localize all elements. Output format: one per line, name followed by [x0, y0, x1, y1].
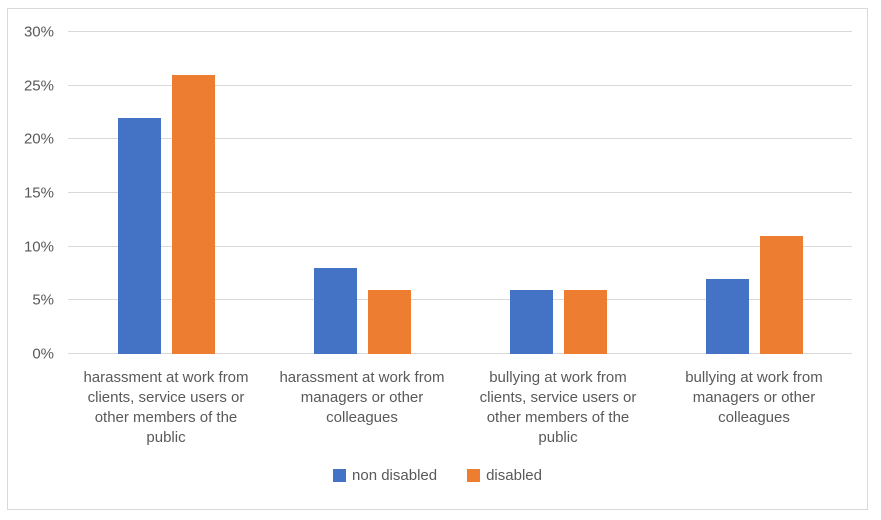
legend-swatch-non-disabled: [333, 469, 347, 482]
bar-non-disabled: [509, 289, 553, 354]
legend-swatch-disabled: [467, 469, 481, 482]
bar-non-disabled: [705, 278, 749, 354]
gridline: [68, 299, 852, 301]
legend-label: non disabled: [352, 467, 438, 484]
gridline: [68, 138, 852, 140]
y-axis-tick-label: 15%: [23, 184, 54, 202]
legend: non disabled disabled: [8, 467, 867, 484]
x-axis-category-label: harassment at work from managers or othe…: [279, 369, 445, 426]
bar-non-disabled: [117, 117, 161, 354]
y-axis-tick-label: 0%: [32, 345, 54, 363]
legend-item-disabled: disabled: [467, 467, 542, 484]
x-axis-category-label: bullying at work from clients, service u…: [479, 369, 637, 446]
bar-group: [656, 32, 852, 354]
y-axis-tick-label: 30%: [23, 23, 54, 41]
y-axis-tick-label: 5%: [32, 291, 54, 309]
bar-group: [460, 32, 656, 354]
bar-disabled: [171, 74, 215, 354]
x-axis-category-label: harassment at work from clients, service…: [83, 369, 249, 446]
bar-disabled: [759, 235, 803, 354]
y-axis-tick-label: 25%: [23, 77, 54, 95]
gridline: [68, 31, 852, 32]
legend-item-non-disabled: non disabled: [333, 467, 437, 484]
chart-frame: 0% 5% 10% 15% 20% 25% 30% harassment at work f…: [7, 8, 868, 510]
x-axis-labels: harassment at work from clients, service…: [68, 368, 852, 448]
bar-non-disabled: [313, 268, 357, 354]
bar-group: [264, 32, 460, 354]
bar-disabled: [367, 289, 411, 354]
y-axis-tick-label: 20%: [23, 130, 54, 148]
gridline: [68, 84, 852, 86]
bar-disabled: [563, 289, 607, 354]
bars-layer: [68, 32, 852, 354]
x-axis-category-label: bullying at work from managers or other …: [685, 369, 823, 426]
gridline: [68, 192, 852, 193]
legend-label: disabled: [486, 467, 542, 484]
bar-group: [68, 32, 264, 354]
gridline: [68, 353, 852, 354]
gridline: [68, 245, 852, 247]
plot-area: 0% 5% 10% 15% 20% 25% 30% harassment at work f…: [24, 25, 852, 446]
y-axis-tick-label: 10%: [23, 238, 54, 256]
